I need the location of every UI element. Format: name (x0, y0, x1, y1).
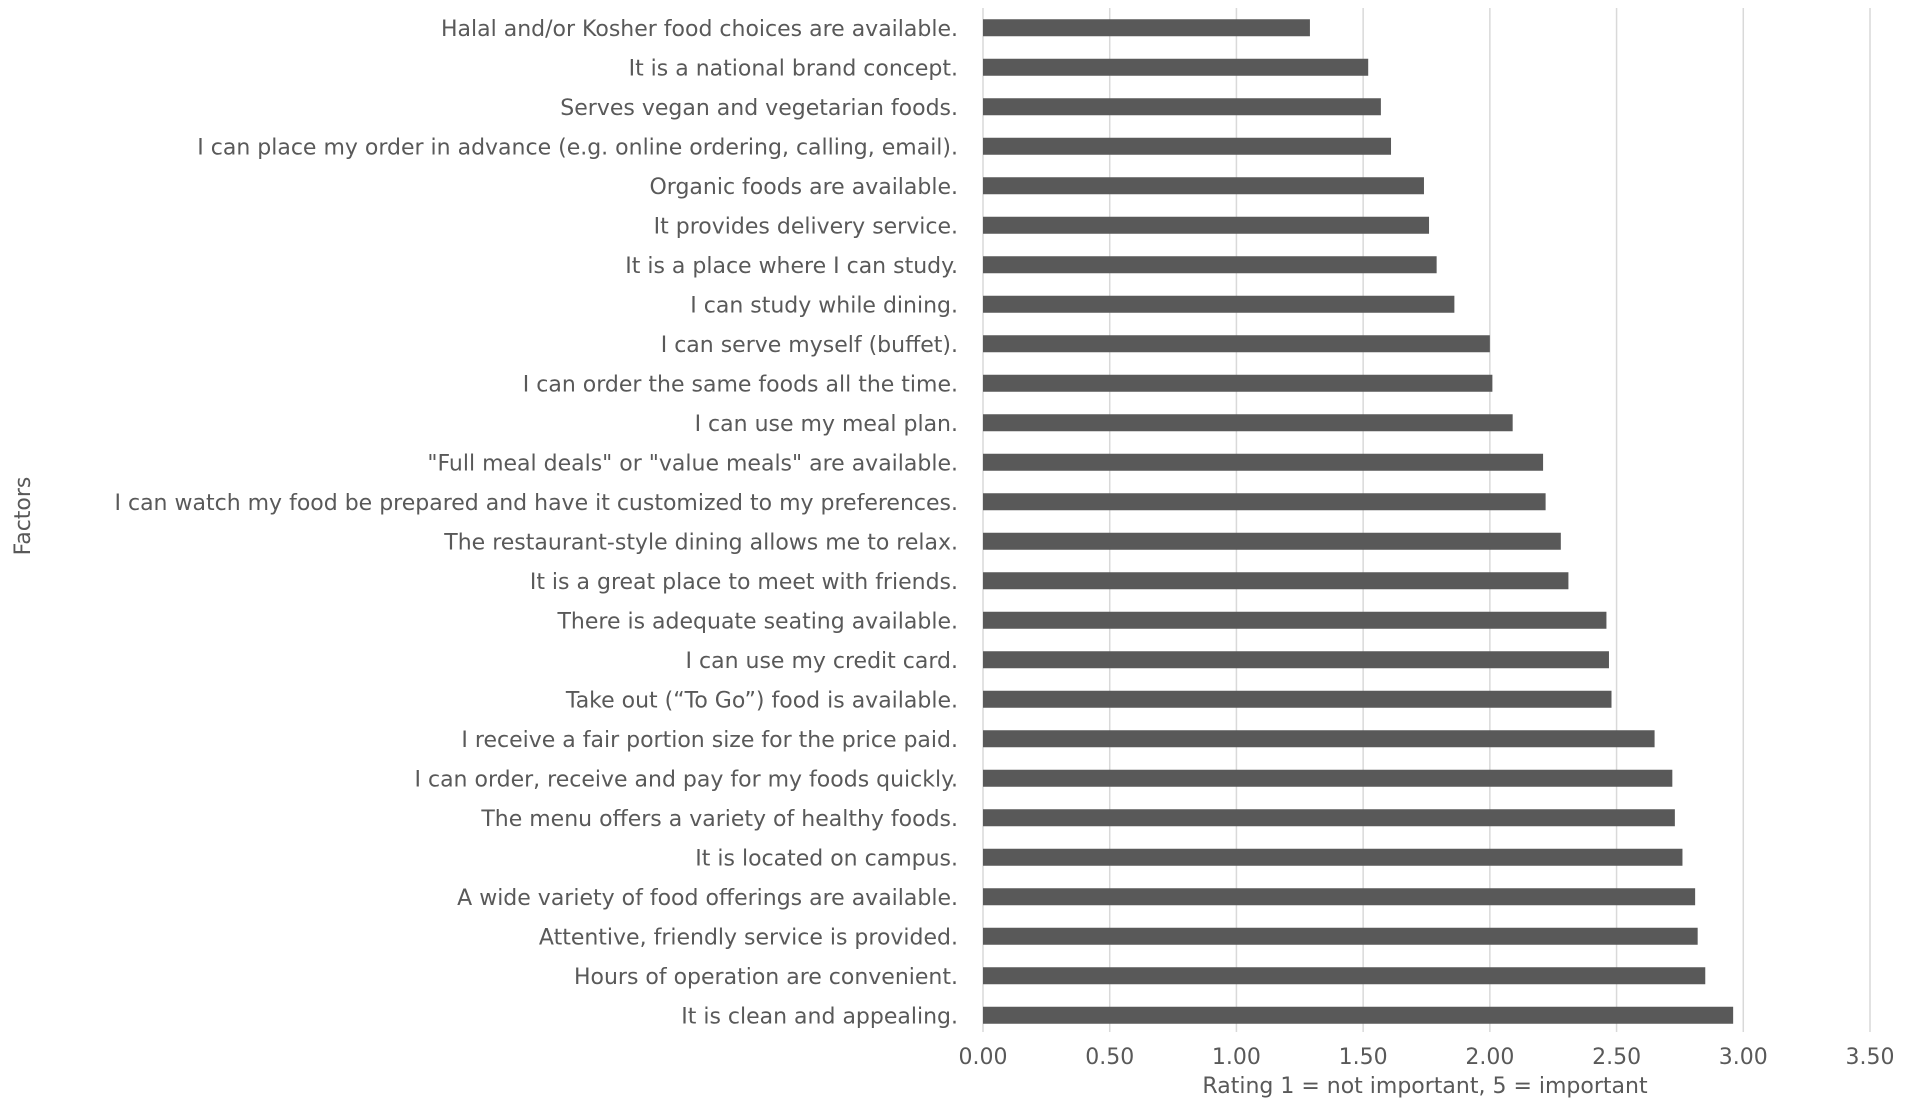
bar (983, 335, 1490, 353)
category-label: I can order, receive and pay for my food… (415, 767, 959, 792)
category-label: "Full meal deals" or "value meals" are a… (427, 451, 958, 476)
category-label: There is adequate seating available. (556, 609, 958, 634)
bar (983, 967, 1706, 985)
category-label: Attentive, friendly service is provided. (539, 925, 958, 950)
category-label: I can use my meal plan. (695, 412, 958, 437)
bar (983, 651, 1609, 669)
bar (983, 690, 1612, 708)
bar (983, 453, 1544, 471)
category-label: Take out (“To Go”) food is available. (565, 688, 958, 713)
y-axis-title: Factors (11, 477, 36, 556)
bar (983, 888, 1696, 906)
bar (983, 216, 1430, 234)
bar (983, 177, 1424, 195)
category-label: Organic foods are available. (649, 175, 958, 200)
bar (983, 295, 1455, 313)
category-label: The menu offers a variety of healthy foo… (480, 807, 958, 832)
bar (983, 374, 1493, 392)
category-label: It is a place where I can study. (625, 254, 958, 279)
bar (983, 414, 1513, 432)
category-label: I can serve myself (buffet). (661, 333, 958, 358)
x-tick-label: 1.00 (1212, 1045, 1261, 1070)
category-label: Halal and/or Kosher food choices are ava… (441, 17, 958, 42)
bar (983, 927, 1698, 945)
category-label: It is a great place to meet with friends… (530, 570, 958, 595)
x-tick-label: 1.50 (1339, 1045, 1388, 1070)
x-tick-label: 0.50 (1085, 1045, 1134, 1070)
category-label: I can use my credit card. (686, 649, 958, 674)
category-label: I can watch my food be prepared and have… (115, 491, 959, 516)
category-labels: Halal and/or Kosher food choices are ava… (115, 17, 959, 1030)
bar (983, 493, 1546, 511)
bars (983, 19, 1734, 1024)
bar (983, 532, 1561, 550)
bar (983, 809, 1675, 827)
category-label: Hours of operation are convenient. (574, 965, 958, 990)
category-label: The restaurant-style dining allows me to… (443, 530, 958, 555)
bar (983, 730, 1655, 748)
category-label: I receive a fair portion size for the pr… (461, 728, 958, 753)
bar (983, 58, 1369, 76)
x-tick-label: 3.00 (1719, 1045, 1768, 1070)
x-tick-label: 2.00 (1465, 1045, 1514, 1070)
x-tick-label: 3.50 (1846, 1045, 1895, 1070)
bar (983, 1006, 1734, 1024)
x-tick-labels: 0.00 0.50 1.00 1.50 2.00 2.50 3.00 3.50 (959, 1045, 1895, 1070)
bar (983, 98, 1381, 116)
category-label: Serves vegan and vegetarian foods. (560, 96, 958, 121)
category-label: It is a national brand concept. (629, 56, 958, 81)
bar (983, 256, 1437, 274)
bar (983, 848, 1683, 866)
x-tick-label: 0.00 (959, 1045, 1008, 1070)
category-label: I can order the same foods all the time. (523, 372, 958, 397)
category-label: A wide variety of food offerings are ava… (457, 886, 958, 911)
x-tick-label: 2.50 (1592, 1045, 1641, 1070)
bar (983, 769, 1673, 787)
bar (983, 137, 1392, 155)
category-label: It provides delivery service. (654, 214, 958, 239)
bar (983, 19, 1310, 37)
category-label: It is clean and appealing. (681, 1004, 958, 1029)
category-label: I can study while dining. (690, 293, 958, 318)
bar (983, 611, 1607, 629)
x-axis-title: Rating 1 = not important, 5 = important (1202, 1074, 1648, 1099)
gridlines (982, 8, 1871, 1032)
category-label: It is located on campus. (695, 846, 958, 871)
category-label: I can place my order in advance (e.g. on… (197, 135, 958, 160)
bar (983, 572, 1569, 590)
